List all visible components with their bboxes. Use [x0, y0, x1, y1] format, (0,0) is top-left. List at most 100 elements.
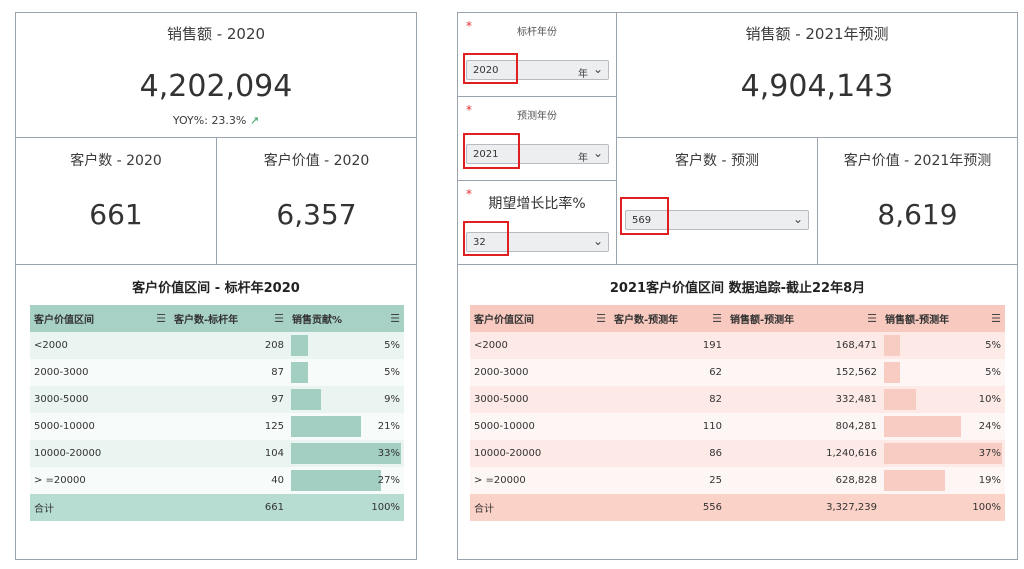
column-header[interactable]: 销售额-预测年 ☰ [730, 312, 877, 326]
sales-cell: 168,471 [835, 340, 877, 351]
sales-cell: 152,562 [835, 367, 877, 378]
table-total-row: 合计 556 3,327,239 100% [470, 494, 1005, 521]
share-cell: 21% [288, 413, 404, 440]
sort-icon[interactable]: ☰ [867, 312, 877, 325]
forecast-year-select[interactable]: 2021 年 ⌄ [466, 144, 609, 164]
kpi-customers-forecast-card: 客户数 - 预测 569 ⌄ [616, 137, 818, 265]
kpi-value-forecast-card: 客户价值 - 2021年预测 8,619 [817, 137, 1018, 265]
share-bar [291, 470, 381, 491]
customer-forecast-select[interactable]: 569 ⌄ [625, 210, 809, 230]
kpi-value-2020-value: 6,357 [276, 198, 357, 231]
range-cell: <2000 [34, 340, 68, 351]
table-row: 3000-5000 97 9% [30, 386, 404, 413]
kpi-sales-2020-title: 销售额 - 2020 [166, 25, 266, 43]
kpi-sales-2020-value: 4,202,094 [139, 69, 293, 104]
share-bar [884, 443, 1002, 464]
share-cell: 19% [881, 467, 1005, 494]
share-cell: 5% [881, 359, 1005, 386]
table-row: 2000-3000 62 152,562 5% [470, 359, 1005, 386]
share-cell: 33% [288, 440, 404, 467]
column-header[interactable]: 客户价值区间 ☰ [474, 312, 606, 326]
sort-icon[interactable]: ☰ [156, 312, 166, 325]
chevron-down-icon[interactable]: ⌄ [592, 234, 603, 248]
count-cell: 87 [271, 367, 284, 378]
benchmark-table-title: 客户价值区间 - 标杆年2020 [132, 281, 300, 296]
kpi-sales-forecast-card: 销售额 - 2021年预测 4,904,143 [616, 12, 1018, 138]
required-marker: * [466, 103, 472, 117]
count-cell: 25 [709, 475, 722, 486]
sort-icon[interactable]: ☰ [274, 312, 284, 325]
table-row: <2000 208 5% [30, 332, 404, 359]
share-cell: 5% [288, 332, 404, 359]
total-label: 合计 [34, 504, 54, 515]
kpi-customers-2020-value: 661 [89, 198, 143, 231]
share-cell: 9% [288, 386, 404, 413]
kpi-value-forecast-value: 8,619 [877, 198, 958, 231]
share-cell: 10% [881, 386, 1005, 413]
growth-rate-select[interactable]: 32 ⌄ [466, 232, 609, 252]
kpi-customers-forecast-title: 客户数 - 预测 [675, 153, 759, 169]
column-header[interactable]: 客户数-预测年 ☰ [614, 312, 722, 326]
range-cell: > =20000 [34, 475, 86, 486]
column-header[interactable]: 销售贡献% ☰ [292, 312, 400, 326]
highlight-box [620, 197, 669, 235]
yoy-line: YOY%: 23.3% ↗ [16, 114, 416, 127]
benchmark-table: 客户价值区间 ☰ 客户数-标杆年 ☰ 销售贡献% ☰ <2000 208 5% 200… [30, 305, 404, 521]
column-header[interactable]: 销售额-预测年 ☰ [885, 312, 1001, 326]
required-marker: * [466, 19, 472, 33]
range-cell: 2000-3000 [474, 367, 529, 378]
forecast-table-title: 2021客户价值区间 数据追踪-截止22年8月 [609, 281, 866, 296]
range-cell: 3000-5000 [34, 394, 89, 405]
count-cell: 97 [271, 394, 284, 405]
total-share: 100% [371, 502, 400, 513]
chevron-down-icon[interactable]: ⌄ [592, 146, 603, 160]
column-header[interactable]: 客户数-标杆年 ☰ [174, 312, 284, 326]
share-cell: 5% [288, 359, 404, 386]
kpi-customers-2020-card: 客户数 - 2020 661 [15, 137, 217, 265]
table-total-row: 合计 661 100% [30, 494, 404, 521]
benchmark-table-panel: 客户价值区间 - 标杆年2020 客户价值区间 ☰ 客户数-标杆年 ☰ 销售贡献% ☰… [15, 264, 417, 560]
sales-cell: 804,281 [835, 421, 877, 432]
yoy-label: YOY%: [172, 114, 208, 127]
share-cell: 27% [288, 467, 404, 494]
table-row: > =20000 40 27% [30, 467, 404, 494]
share-bar [884, 389, 916, 410]
share-bar [884, 362, 900, 383]
table-row: 10000-20000 104 33% [30, 440, 404, 467]
sales-cell: 332,481 [835, 394, 877, 405]
kpi-value-forecast-title: 客户价值 - 2021年预测 [843, 153, 992, 169]
range-cell: > =20000 [474, 475, 526, 486]
highlight-box [463, 221, 509, 256]
kpi-customers-2020-title: 客户数 - 2020 [70, 153, 162, 169]
count-cell: 40 [271, 475, 284, 486]
highlight-box [463, 133, 520, 169]
sales-cell: 1,240,616 [826, 448, 877, 459]
sort-icon[interactable]: ☰ [596, 312, 606, 325]
benchmark-year-select[interactable]: 2020 年 ⌄ [466, 60, 609, 80]
total-count: 661 [264, 502, 284, 513]
forecast-table-panel: 2021客户价值区间 数据追踪-截止22年8月 客户价值区间 ☰ 客户数-预测年 ☰… [457, 264, 1018, 560]
forecast-table: 客户价值区间 ☰ 客户数-预测年 ☰ 销售额-预测年 ☰ 销售额-预测年 ☰ <2000… [470, 305, 1005, 521]
table-row: 10000-20000 86 1,240,616 37% [470, 440, 1005, 467]
total-share: 100% [972, 502, 1001, 513]
range-cell: <2000 [474, 340, 508, 351]
count-cell: 62 [709, 367, 722, 378]
column-header[interactable]: 客户价值区间 ☰ [34, 312, 166, 326]
share-bar [291, 362, 308, 383]
chevron-down-icon[interactable]: ⌄ [792, 212, 803, 226]
range-cell: 10000-20000 [474, 448, 542, 459]
table-row: 3000-5000 82 332,481 10% [470, 386, 1005, 413]
count-cell: 191 [702, 340, 722, 351]
kpi-value-2020-card: 客户价值 - 2020 6,357 [216, 137, 417, 265]
table-header-row: 客户价值区间 ☰ 客户数-预测年 ☰ 销售额-预测年 ☰ 销售额-预测年 ☰ [470, 305, 1005, 332]
sort-icon[interactable]: ☰ [991, 312, 1001, 325]
count-cell: 104 [264, 448, 284, 459]
share-cell: 37% [881, 440, 1005, 467]
share-cell: 5% [881, 332, 1005, 359]
chevron-down-icon[interactable]: ⌄ [592, 62, 603, 76]
total-count: 556 [702, 502, 722, 513]
count-cell: 110 [702, 421, 722, 432]
total-sales: 3,327,239 [826, 502, 877, 513]
sort-icon[interactable]: ☰ [390, 312, 400, 325]
sort-icon[interactable]: ☰ [712, 312, 722, 325]
